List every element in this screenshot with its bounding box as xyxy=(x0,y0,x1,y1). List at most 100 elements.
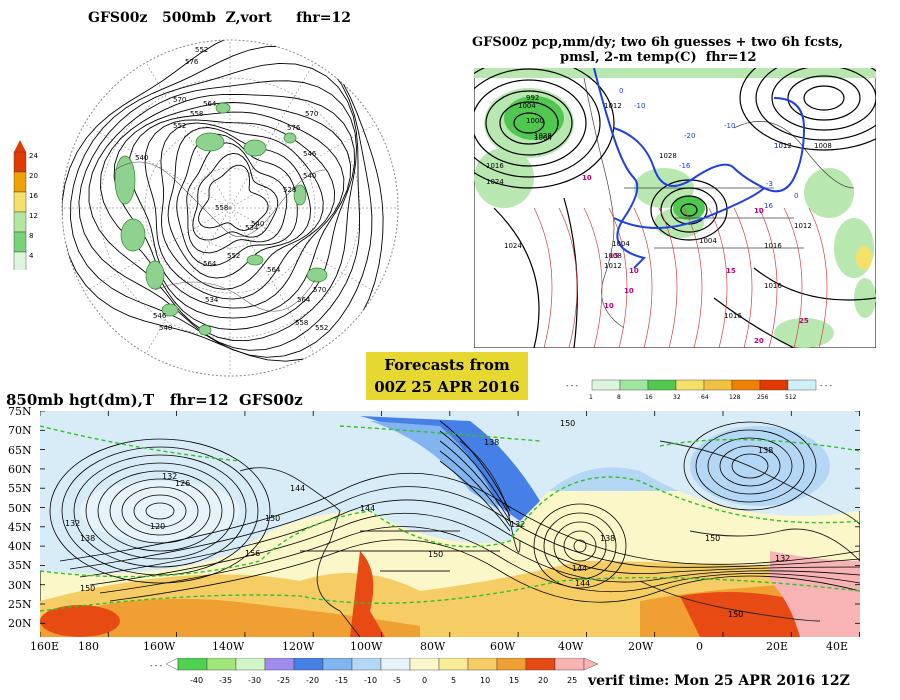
precip-area-heavy xyxy=(504,96,564,140)
polar-contour-label: 546 xyxy=(153,312,167,320)
height-contour-label: 150 xyxy=(428,550,443,559)
hgt-colorbar-tick: -10 xyxy=(364,676,377,685)
lat-tick-label: 30N xyxy=(8,578,32,592)
vorticity-area xyxy=(120,218,146,252)
polar-contour-label: 558 xyxy=(190,110,203,118)
polar-colorbar-swatch xyxy=(13,191,27,213)
precip-colorbar-dash: - - - xyxy=(820,382,833,390)
hgt-colorbar-swatch xyxy=(380,658,411,671)
hgt-colorbar-tick: 0 xyxy=(422,676,427,685)
polar-contour-label: 534 xyxy=(245,224,259,232)
forecast-line2: 00Z 25 APR 2016 xyxy=(374,378,520,396)
lat-tick-label: 55N xyxy=(8,482,32,496)
blue-contour-label: -10 xyxy=(634,102,645,110)
temperature-label: 10 xyxy=(629,267,639,275)
isobar-label: 1004 xyxy=(518,102,536,110)
isobar-label: 992 xyxy=(526,94,539,102)
polar-contour-label: 564 xyxy=(267,266,281,274)
lon-tick-label: 160W xyxy=(143,640,176,653)
polar-contour-label: 528 xyxy=(283,186,296,194)
lon-tick-label: 40E xyxy=(826,640,849,653)
lat-axis: 75N 70N 65N 60N 55N 50N 45N 40N 35N 30N 25N 20N xyxy=(0,405,40,635)
polar-contour-label: 576 xyxy=(185,58,199,66)
height-contour-label: 156 xyxy=(245,549,260,558)
vorticity-area xyxy=(195,132,225,152)
polar-contour-label: 552 xyxy=(195,46,208,54)
hgt-colorbar-tick: -5 xyxy=(393,676,401,685)
lon-tick-label: 80W xyxy=(420,640,446,653)
polar-colorbar-tick: 24 xyxy=(29,152,38,160)
isobar-label: 1012 xyxy=(794,222,812,230)
lon-tick-label: 0 xyxy=(696,640,703,653)
isobar-label: 1012 xyxy=(604,102,622,110)
lat-tick-label: 50N xyxy=(8,501,32,515)
precip-colorbar-tick: 256 xyxy=(757,394,769,400)
polar-contour-label: 540 xyxy=(159,324,172,332)
lat-tick-label: 45N xyxy=(8,520,32,534)
verif-time: verif time: Mon 25 APR 2016 12Z xyxy=(588,673,850,689)
hgt-colorbar-tick: 15 xyxy=(509,676,519,685)
forecast-box: Forecasts from 00Z 25 APR 2016 xyxy=(366,352,528,400)
polar-colorbar-swatch xyxy=(13,211,27,233)
precip-area xyxy=(854,278,876,318)
hgt850-map: 1321261201321381441501561441441501381321… xyxy=(40,411,860,637)
precip-colorbar-swatch xyxy=(647,379,677,391)
height-contour-label: 144 xyxy=(360,504,375,513)
precip-colorbar: - - - 1 8 16 32 64 128 256 512 - - - xyxy=(566,379,833,400)
vorticity-area xyxy=(293,184,307,206)
lon-tick-label: 180 xyxy=(78,640,99,653)
height-contour-label: 138 xyxy=(484,438,499,447)
lat-tick-label: 65N xyxy=(8,443,32,457)
precip-colorbar-swatch xyxy=(675,379,705,391)
precip-colorbar-tick: 128 xyxy=(729,394,741,400)
precip-area-moderate xyxy=(856,246,872,270)
vorticity-area xyxy=(243,139,267,157)
vorticity-area xyxy=(283,132,297,144)
lat-tick-label: 20N xyxy=(8,617,32,631)
isobar-label: 1012 xyxy=(604,262,622,270)
lon-tick-label: 20W xyxy=(628,640,654,653)
precip-colorbar-swatch xyxy=(787,379,817,391)
lon-tick-label: 140W xyxy=(212,640,245,653)
polar-colorbar-tick: 12 xyxy=(29,212,38,220)
lon-tick-label: 20E xyxy=(766,640,789,653)
hgt-colorbar-tick: -40 xyxy=(190,676,203,685)
polar-colorbar-tick: 4 xyxy=(29,252,34,260)
precip-colorbar-swatch xyxy=(619,379,649,391)
hgt-colorbar-swatch xyxy=(438,658,469,671)
temperature-label: 20 xyxy=(754,337,764,345)
height-contour-label: 138 xyxy=(758,446,773,455)
polar-contour-label: 558 xyxy=(215,204,228,212)
precip-colorbar-tick: 64 xyxy=(701,394,709,400)
hgt-colorbar-swatch xyxy=(264,658,295,671)
lat-tick-label: 60N xyxy=(8,462,32,476)
vorticity-area xyxy=(246,254,264,266)
vorticity-area xyxy=(145,260,165,290)
polar-colorbar-swatch xyxy=(13,251,27,270)
isobar-label: 1016 xyxy=(764,242,782,250)
polar-contour-label: 570 xyxy=(173,96,186,104)
blue-contour-label: 16 xyxy=(764,202,773,210)
precip-colorbar-swatch xyxy=(731,379,761,391)
polar-contour-label: 540 xyxy=(135,154,148,162)
polar-contour-label: 546 xyxy=(303,150,317,158)
precip-colorbar-dash: - - - xyxy=(566,382,579,390)
polar-colorbar-tick: 16 xyxy=(29,192,38,200)
polar-contour-label: 576 xyxy=(287,124,301,132)
vorticity-area xyxy=(114,155,136,205)
isobar-label: 1016 xyxy=(764,282,782,290)
polar-contour-label: 558 xyxy=(295,319,308,327)
isobar-label: 1024 xyxy=(486,178,504,186)
precip-colorbar-tick: 32 xyxy=(673,394,681,400)
temperature-label: 25 xyxy=(799,317,809,325)
temperature-label: 15 xyxy=(609,252,619,260)
height-contour-label: 132 xyxy=(162,472,177,481)
isobar-label: 1004 xyxy=(612,240,630,248)
precip-area xyxy=(774,318,834,348)
hgt-colorbar-swatch xyxy=(177,658,208,671)
lat-tick-label: 25N xyxy=(8,598,32,611)
precip-colorbar-tick: 1 xyxy=(589,394,593,400)
height-contour-label: 150 xyxy=(80,584,95,593)
precip-area xyxy=(474,148,534,208)
height-contour-label: 138 xyxy=(80,534,95,543)
